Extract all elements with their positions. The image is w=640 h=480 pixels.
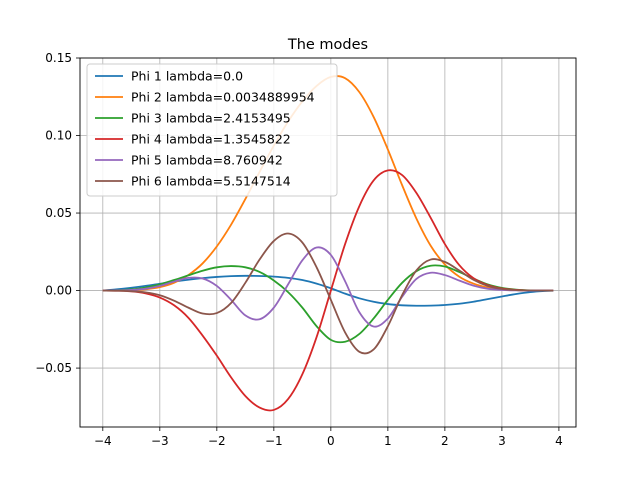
- y-tick-label: 0.05: [45, 206, 72, 220]
- x-tick-label: −2: [208, 434, 226, 448]
- x-tick-label: 3: [498, 434, 506, 448]
- plot-frame: [79, 57, 577, 428]
- x-tick-label: −4: [94, 434, 112, 448]
- x-tick-label: −1: [265, 434, 283, 448]
- chart-title: The modes: [287, 37, 368, 53]
- legend: Phi 1 lambda=0.0 Phi 2 lambda=0.003488995…: [86, 63, 338, 197]
- series-line: [102, 246, 554, 328]
- x-axis-ticks: −4 −3 −2 −1 0 1 2 3 4: [94, 427, 563, 448]
- x-tick-label: 1: [384, 434, 392, 448]
- legend-label: Phi 4 lambda=1.3545822: [131, 132, 291, 147]
- legend-label: Phi 1 lambda=0.0: [131, 69, 243, 84]
- x-tick-label: −3: [151, 434, 169, 448]
- legend-label: Phi 3 lambda=2.4153495: [131, 111, 291, 126]
- legend-label: Phi 2 lambda=0.0034889954: [131, 90, 315, 105]
- y-tick-label: −0.05: [35, 361, 72, 375]
- x-tick-label: 4: [555, 434, 563, 448]
- x-tick-label: 0: [327, 434, 335, 448]
- legend-label: Phi 6 lambda=5.5147514: [131, 174, 291, 189]
- series-line: [102, 232, 554, 355]
- x-tick-label: 2: [441, 434, 449, 448]
- legend-label: Phi 5 lambda=8.760942: [131, 153, 283, 168]
- y-tick-label: 0.00: [45, 284, 72, 298]
- y-axis-ticks: −0.05 0.00 0.05 0.10 0.15: [35, 51, 80, 375]
- y-tick-label: 0.10: [45, 129, 72, 143]
- y-tick-label: 0.15: [45, 51, 72, 65]
- legend-box: [86, 63, 338, 197]
